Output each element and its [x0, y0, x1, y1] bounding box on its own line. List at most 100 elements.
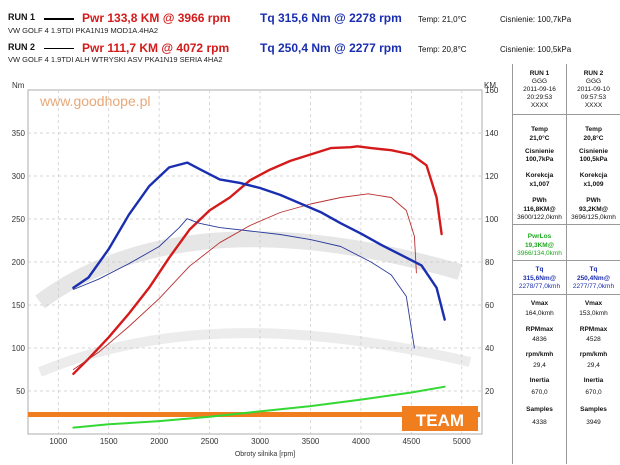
- x-axis-label: Obroty silnika [rpm]: [235, 451, 295, 458]
- goodhope-logo: TEAM: [28, 406, 480, 431]
- table-separator: [513, 224, 620, 225]
- x-tick-label: 2500: [201, 437, 219, 446]
- run1-vmax-value: 164,0kmh: [525, 310, 554, 317]
- y-left-tick-label: 300: [12, 172, 26, 181]
- run1-loss-value: 19,3KM@: [524, 242, 555, 249]
- x-tick-label: 4000: [352, 437, 370, 446]
- background-decoration: [35, 231, 472, 377]
- run1-results-column: RUN 1 GGG 2011-09-16 20:29:53 XXXX Temp …: [513, 64, 567, 464]
- run2-pressure: Cisnienie: 100,5kPa: [500, 45, 572, 54]
- power-curve-run2: [72, 193, 417, 370]
- table-separator: [513, 260, 620, 261]
- y-left-tick-label: 100: [12, 344, 26, 353]
- y-left-axis-label: Nm: [12, 81, 25, 90]
- run1-correction-label: Korekcja: [525, 172, 554, 179]
- run1-inertia-value: 670,0: [531, 389, 548, 396]
- logo-text: TEAM: [416, 411, 464, 430]
- run2-pressure-value: 100,5kPa: [579, 156, 608, 163]
- x-tick-label: 5000: [453, 437, 471, 446]
- run2-pwh-value: 93,2KM@: [578, 206, 609, 213]
- y-right-tick-label: 40: [485, 344, 494, 353]
- run2-label: RUN 2: [8, 42, 36, 52]
- run1-samples-value: 4338: [532, 419, 547, 426]
- run1-col-date: 2011-09-16: [523, 86, 556, 93]
- run1-rpmkmh-label: rpm/kmh: [525, 351, 554, 358]
- y-left-tick-label: 350: [12, 129, 26, 138]
- run1-inertia-label: Inertia: [529, 377, 550, 384]
- run2-torque-value: 250,4Nm@: [576, 275, 611, 282]
- y-right-axis-label: KM: [484, 81, 496, 90]
- run2-pressure-label: Cisnienie: [579, 148, 608, 155]
- run2-temp-label: Temp: [585, 126, 602, 133]
- run2-rpmkmh-label: rpm/kmh: [579, 351, 608, 358]
- run1-pressure-label: Cisnienie: [525, 148, 554, 155]
- y-right-tick-label: 20: [485, 387, 494, 396]
- run1-col-time: 20:29:53: [526, 94, 553, 101]
- run2-pwh-label: PWh: [586, 197, 601, 204]
- run2-col-title: RUN 2: [583, 70, 604, 77]
- run2-inertia-value: 670,0: [585, 389, 602, 396]
- x-tick-label: 1500: [100, 437, 118, 446]
- torque-curve-run1: [72, 161, 446, 321]
- background-swoosh: [35, 231, 463, 309]
- x-tick-label: 3000: [251, 437, 269, 446]
- run1-correction-value: x1,007: [529, 181, 550, 188]
- run1-pressure-value: 100,7kPa: [525, 156, 554, 163]
- power-curve-run1: [72, 145, 443, 375]
- run2-vmax-label: Vmax: [584, 300, 603, 307]
- y-left-tick-label: 50: [16, 387, 25, 396]
- run1-pwh-detail: 3600/122,0kmh: [517, 214, 562, 221]
- run2-torque-label: Tq: [589, 266, 598, 273]
- grid-lines: [27, 89, 483, 435]
- y-right-tick-label: 120: [485, 172, 499, 181]
- chart-header: RUN 1 VW GOLF 4 1.9TDI PKA1N19 MOD1A.4HA…: [0, 0, 620, 66]
- run1-rpmkmh-value: 29,4: [533, 362, 546, 369]
- y-right-tick-label: 160: [485, 86, 499, 95]
- run1-rpmmax-label: RPMmax: [525, 326, 554, 333]
- run1-line-swatch: [44, 18, 74, 20]
- run1-label: RUN 1: [8, 12, 36, 22]
- run1-torque-peak: Tq 315,6 Nm @ 2278 rpm: [260, 11, 402, 25]
- run2-rpmmax-value: 4528: [586, 336, 601, 343]
- run2-correction-label: Korekcja: [579, 172, 608, 179]
- table-separator: [513, 294, 620, 295]
- run2-temperature: Temp: 20,8°C: [418, 45, 467, 54]
- run1-loss-detail: 3966/134,0kmh: [517, 250, 562, 257]
- run2-torque-peak: Tq 250,4 Nm @ 2277 rpm: [260, 41, 402, 55]
- run2-rpmkmh-value: 29,4: [587, 362, 600, 369]
- run1-temp-value: 21,0°C: [529, 135, 550, 142]
- y-left-tick-label: 250: [12, 215, 26, 224]
- data-series: [72, 145, 446, 429]
- run1-col-title: RUN 1: [529, 70, 550, 77]
- logo-bar: [28, 412, 480, 417]
- run2-torque-detail: 2277/77,0kmh: [572, 283, 615, 290]
- run1-samples-label: Samples: [526, 406, 553, 413]
- x-tick-label: 1000: [49, 437, 67, 446]
- y-right-tick-label: 140: [485, 129, 499, 138]
- results-table: RUN 1 GGG 2011-09-16 20:29:53 XXXX Temp …: [512, 64, 620, 464]
- x-tick-label: 3500: [302, 437, 320, 446]
- axes: 1000 1500 2000 2500 3000 3500 4000 4500 5000 50 10…: [12, 81, 499, 458]
- run2-power-peak: Pwr 111,7 KM @ 4072 rpm: [82, 41, 230, 55]
- run1-pressure: Cisnienie: 100,7kPa: [500, 15, 572, 24]
- run2-inertia-label: Inertia: [583, 377, 604, 384]
- run1-torque-label: Tq: [535, 266, 544, 273]
- run2-col-code: XXXX: [584, 102, 603, 109]
- run2-description: VW GOLF 4 1.9TDI ALH WTRYSKI ASV PKA1N19…: [8, 55, 223, 64]
- background-swoosh: [38, 328, 472, 377]
- run2-col-time: 09:57:53: [580, 94, 607, 101]
- y-right-tick-label: 60: [485, 301, 494, 310]
- run1-col-name: GGG: [531, 78, 548, 85]
- x-tick-label: 4500: [402, 437, 420, 446]
- y-right-tick-label: 80: [485, 258, 494, 267]
- run2-samples-value: 3949: [586, 419, 601, 426]
- run2-temp-value: 20,8°C: [583, 135, 604, 142]
- run2-line-swatch: [44, 48, 74, 49]
- run2-rpmmax-label: RPMmax: [579, 326, 608, 333]
- run1-power-peak: Pwr 133,8 KM @ 3966 rpm: [82, 11, 231, 25]
- torque-curve-run2: [72, 218, 415, 349]
- run2-samples-label: Samples: [580, 406, 607, 413]
- run1-temp-label: Temp: [531, 126, 548, 133]
- run1-vmax-label: Vmax: [530, 300, 549, 307]
- run1-rpmmax-value: 4836: [532, 336, 547, 343]
